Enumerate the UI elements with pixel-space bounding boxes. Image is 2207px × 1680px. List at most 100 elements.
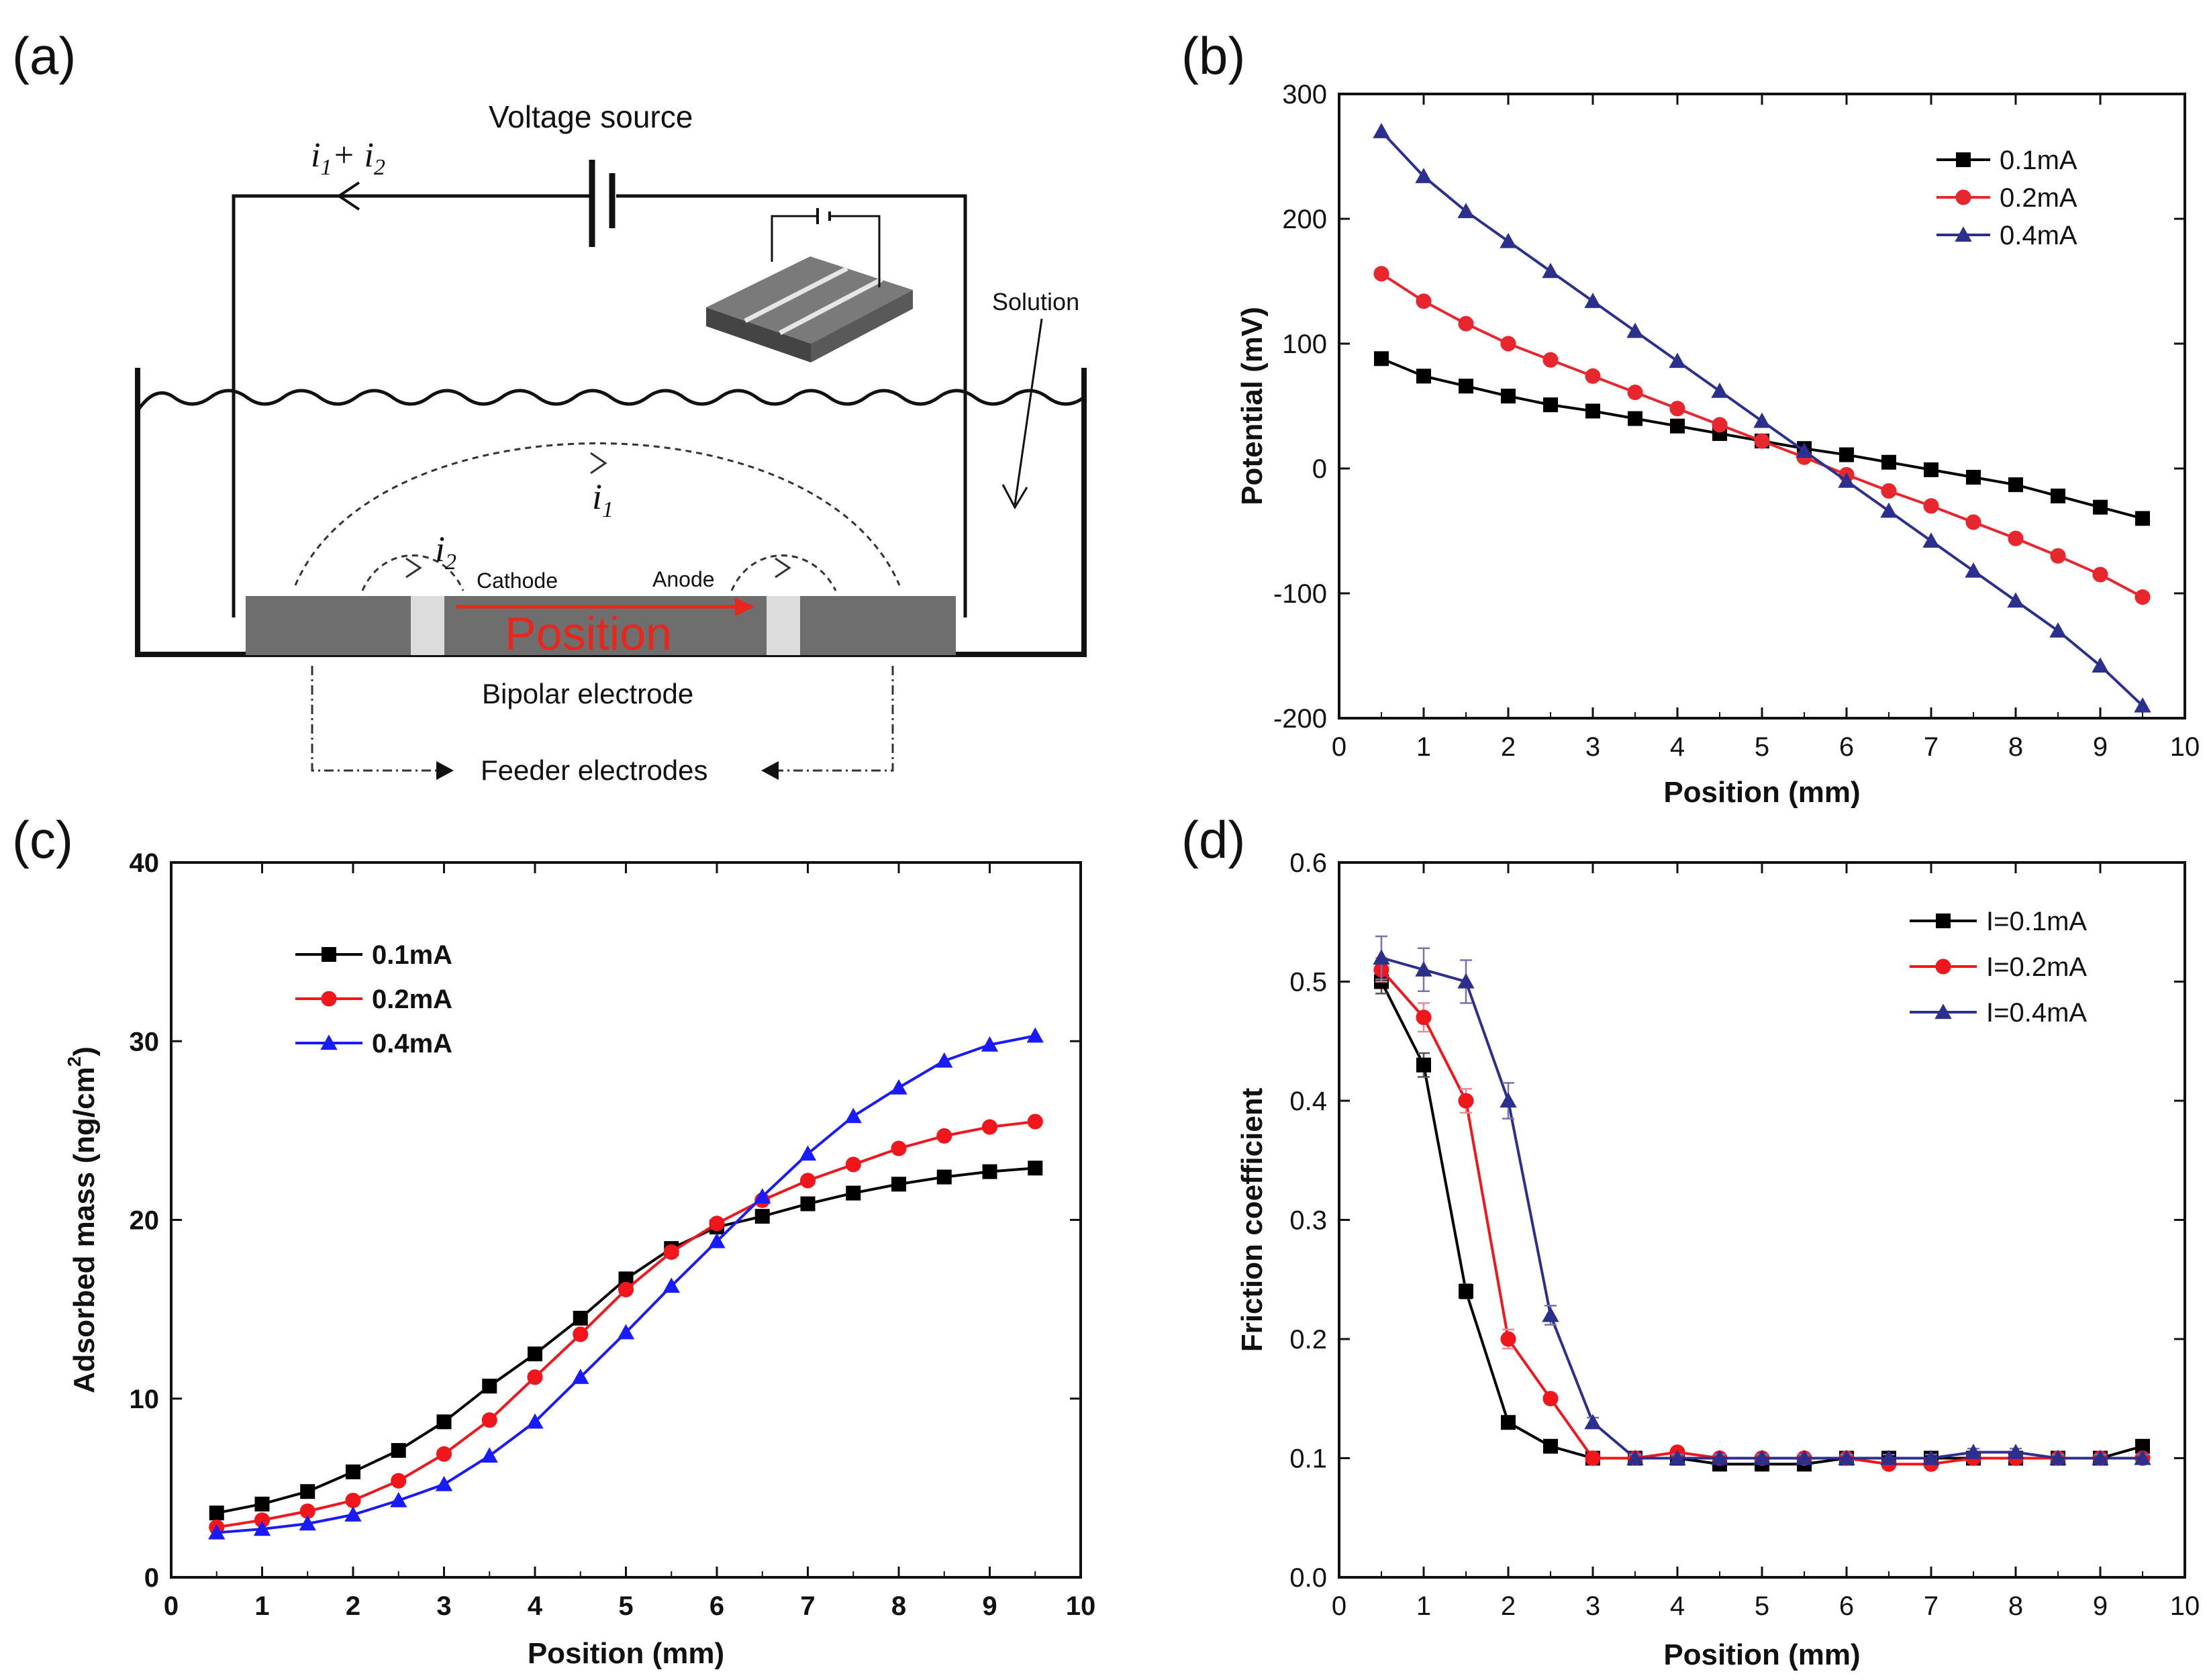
y-tick-label: 0.0 bbox=[1289, 1563, 1327, 1593]
legend-entry: 0.2mA bbox=[1936, 183, 2077, 213]
data-point bbox=[1501, 389, 1516, 404]
data-point bbox=[2050, 548, 2066, 564]
series-line bbox=[216, 1167, 1036, 1515]
panel-d-label: (d) bbox=[1181, 810, 1245, 869]
series-I=0.2mA bbox=[1373, 956, 2151, 1472]
y-tick-label: -100 bbox=[1273, 579, 1327, 609]
data-point bbox=[2134, 697, 2151, 713]
data-point bbox=[254, 1496, 270, 1512]
x-tick-label: 4 bbox=[528, 1591, 543, 1621]
x-tick-label: 7 bbox=[1924, 1591, 1939, 1621]
data-point bbox=[1965, 1443, 1982, 1459]
legend-marker bbox=[1956, 152, 1971, 167]
y-tick-label: 40 bbox=[130, 848, 160, 878]
data-point bbox=[1669, 1449, 1686, 1465]
panel-c-label: (c) bbox=[12, 810, 73, 869]
current-total-label: i1+ i2 bbox=[311, 136, 385, 180]
x-tick-label: 1 bbox=[254, 1591, 269, 1621]
y-tick-label: -200 bbox=[1273, 704, 1327, 734]
data-point bbox=[1585, 403, 1600, 419]
x-tick-label: 2 bbox=[1501, 732, 1516, 762]
data-point bbox=[573, 1310, 588, 1326]
data-point bbox=[1838, 472, 1855, 488]
x-tick-label: 2 bbox=[346, 1591, 360, 1621]
legend-entry: 0.4mA bbox=[295, 1029, 452, 1058]
legend-entry: I=0.1mA bbox=[1910, 907, 2087, 936]
data-point bbox=[1924, 462, 1939, 477]
x-tick-label: 3 bbox=[1585, 732, 1600, 762]
data-point bbox=[709, 1216, 725, 1232]
data-point bbox=[1457, 203, 1475, 218]
legend-label: 0.4mA bbox=[372, 1029, 452, 1058]
data-point bbox=[1881, 454, 1896, 470]
x-tick-label: 3 bbox=[1585, 1591, 1600, 1621]
data-point bbox=[800, 1196, 816, 1212]
data-point bbox=[2135, 589, 2151, 605]
i1-arrow-icon bbox=[590, 452, 607, 475]
data-point bbox=[799, 1145, 817, 1161]
legend-label: I=0.4mA bbox=[1986, 998, 2087, 1028]
data-point bbox=[663, 1277, 680, 1293]
y-axis-title: Adsorbed mass (ng/cm2) bbox=[64, 1046, 101, 1393]
data-point bbox=[891, 1140, 907, 1156]
data-point bbox=[2008, 477, 2023, 493]
y-tick-label: 0 bbox=[144, 1563, 159, 1593]
data-point bbox=[391, 1442, 406, 1458]
legend-marker bbox=[1934, 1003, 1952, 1020]
x-tick-label: 6 bbox=[709, 1591, 724, 1621]
data-point bbox=[708, 1232, 726, 1248]
anode-label: Anode bbox=[652, 567, 715, 591]
data-point bbox=[2008, 530, 2024, 546]
x-tick-label: 8 bbox=[2008, 1591, 2023, 1621]
x-tick-label: 6 bbox=[1839, 1591, 1854, 1621]
legend-label: 0.1mA bbox=[372, 940, 452, 970]
data-point bbox=[1922, 1449, 1940, 1465]
panel-a-schematic: (a) Voltage source i1+ i2 Solution bbox=[12, 26, 1087, 786]
data-point bbox=[845, 1156, 861, 1173]
data-point bbox=[300, 1484, 315, 1499]
series-0.4mA bbox=[1373, 123, 2151, 713]
x-tick-label: 2 bbox=[1501, 1591, 1516, 1621]
current-arrow-icon bbox=[336, 181, 360, 211]
data-point bbox=[1796, 442, 1813, 458]
data-point bbox=[1754, 433, 1770, 449]
data-point bbox=[2135, 1438, 2150, 1454]
data-point bbox=[1373, 266, 1389, 282]
data-point bbox=[1027, 1114, 1043, 1130]
x-tick-label: 7 bbox=[800, 1591, 815, 1621]
data-point bbox=[1584, 1414, 1602, 1430]
x-tick-label: 4 bbox=[1670, 732, 1685, 762]
i2-right-arc bbox=[730, 554, 837, 591]
x-tick-label: 5 bbox=[1755, 1591, 1769, 1621]
data-point bbox=[528, 1346, 542, 1362]
legend-entry: I=0.4mA bbox=[1910, 998, 2087, 1028]
data-point bbox=[345, 1492, 361, 1509]
legend-label: 0.2mA bbox=[2000, 183, 2077, 213]
x-tick-label: 6 bbox=[1839, 732, 1854, 762]
plot-frame bbox=[170, 861, 1082, 1579]
y-tick-label: 0.3 bbox=[1289, 1206, 1327, 1236]
data-point bbox=[1965, 514, 1981, 530]
data-point bbox=[1415, 168, 1432, 183]
data-point bbox=[846, 1185, 861, 1201]
data-point bbox=[1026, 1027, 1044, 1043]
data-point bbox=[436, 1446, 452, 1462]
data-point bbox=[1415, 961, 1432, 977]
data-point bbox=[1459, 379, 1473, 394]
data-point bbox=[527, 1369, 543, 1385]
data-point bbox=[391, 1473, 407, 1489]
x-tick-label: 7 bbox=[1924, 732, 1939, 762]
legend-entry: 0.4mA bbox=[1936, 221, 2077, 250]
data-point bbox=[2092, 1449, 2109, 1465]
data-point bbox=[1374, 351, 1389, 366]
data-point bbox=[2134, 1449, 2151, 1465]
series-0.2mA bbox=[209, 1114, 1043, 1535]
x-tick-label: 9 bbox=[2093, 1591, 2108, 1621]
data-point bbox=[208, 1524, 226, 1540]
legend-label: 0.2mA bbox=[372, 985, 452, 1014]
data-point bbox=[1881, 483, 1897, 499]
electrode-gap-right bbox=[767, 596, 800, 655]
i2-left-arrow-icon bbox=[405, 557, 422, 579]
data-point bbox=[1500, 232, 1517, 248]
